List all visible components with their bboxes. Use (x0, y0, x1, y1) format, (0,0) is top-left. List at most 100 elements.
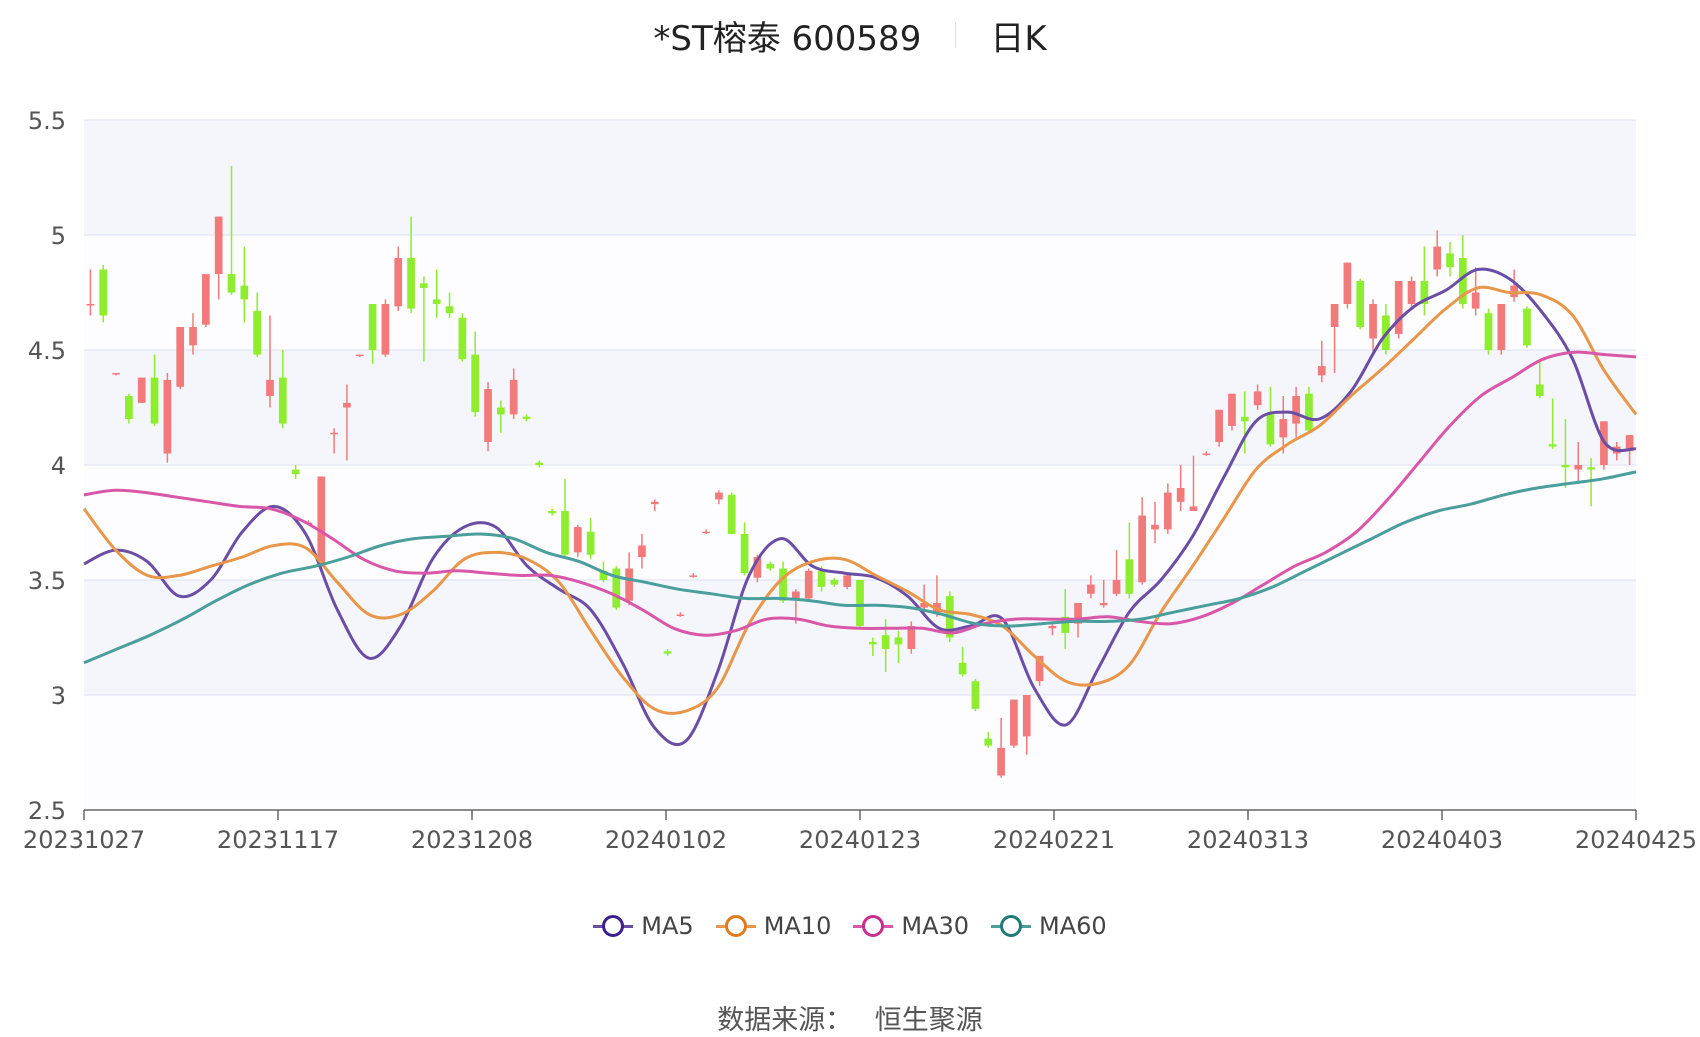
candle (227, 166, 236, 295)
candle-body (1010, 699, 1018, 746)
candle (1574, 442, 1583, 484)
x-tick-label: 20231117 (217, 826, 339, 854)
candle-body (86, 304, 95, 306)
legend-label: MA5 (641, 912, 694, 940)
candle (407, 216, 415, 314)
candle (176, 327, 185, 390)
candle (317, 476, 326, 569)
candle-body (1446, 253, 1454, 268)
candle (1228, 393, 1236, 431)
candle-body (1471, 292, 1480, 309)
ma-line-ma5 (83, 267, 1637, 747)
candle (689, 573, 698, 578)
candle-body (1074, 603, 1082, 624)
candle-body (330, 432, 338, 435)
candle (1138, 497, 1147, 585)
candle-body (189, 327, 197, 346)
candle-body (638, 545, 646, 557)
candle-body (984, 738, 993, 746)
candle-body (445, 306, 454, 314)
candle-body (881, 635, 890, 649)
candle-body (1484, 313, 1493, 350)
legend-item-ma60[interactable]: MA60 (991, 912, 1107, 940)
candle (1330, 304, 1339, 373)
candle (484, 382, 492, 452)
candle (1112, 550, 1121, 597)
y-tick-label: 3 (51, 682, 66, 710)
candle-body (355, 354, 364, 357)
candle-body (997, 747, 1005, 776)
x-tick-label: 20240313 (1187, 826, 1309, 854)
candle-body (278, 377, 287, 424)
candle-body (1535, 384, 1544, 396)
candle (1279, 396, 1288, 454)
candle (112, 373, 120, 376)
candle-body (573, 527, 582, 553)
candle-body (99, 269, 108, 316)
candle-body (343, 402, 351, 408)
candle-body (1587, 467, 1595, 470)
candle (1266, 386, 1275, 447)
candle (458, 313, 467, 362)
legend-marker-icon (715, 914, 756, 938)
x-tick-label: 20231027 (23, 826, 145, 854)
legend-item-ma30[interactable]: MA30 (853, 912, 969, 940)
candle-body (1394, 281, 1403, 334)
y-tick-label: 2.5 (28, 797, 66, 825)
x-tick-label: 20240102 (605, 826, 727, 854)
grid-lines (84, 119, 1636, 696)
candle-body (420, 283, 428, 288)
candle-body (163, 379, 172, 454)
source-value: 恒生聚源 (874, 1005, 983, 1036)
x-tick-label: 20240425 (1575, 826, 1697, 854)
ma-line-ma60 (83, 470, 1637, 665)
candle (702, 529, 710, 534)
candle-body (458, 317, 467, 360)
candle (573, 524, 582, 557)
candle-body (1240, 416, 1249, 422)
candle (650, 499, 659, 511)
candle-body (804, 570, 813, 599)
candle-body (650, 501, 659, 505)
candle-body (1061, 616, 1070, 633)
candle-body (779, 568, 787, 601)
candle (1151, 501, 1159, 544)
candle-body (1343, 262, 1352, 304)
legend-marker-icon (853, 914, 894, 938)
candle (766, 561, 775, 571)
candle-body (394, 258, 403, 307)
candle (779, 561, 787, 603)
candle-body (535, 462, 544, 465)
candle-body (1215, 409, 1223, 442)
candle (253, 292, 262, 357)
candle-body (1266, 414, 1275, 445)
candle-body (381, 304, 390, 355)
candle (843, 573, 852, 590)
candle (214, 216, 223, 300)
candle-body (1163, 492, 1172, 530)
candle-body (1176, 488, 1185, 502)
candle-body (1458, 258, 1467, 304)
candle-body (689, 575, 698, 577)
candle-body (894, 637, 903, 645)
candle-body (497, 407, 505, 415)
candle-body (868, 642, 877, 645)
candle-body (1420, 281, 1429, 304)
legend-label: MA10 (763, 912, 832, 940)
candle (368, 304, 377, 364)
candle (830, 577, 839, 587)
candle-body (1253, 391, 1262, 406)
candle-body (253, 310, 262, 355)
candle-body (599, 570, 608, 580)
candle (676, 612, 685, 617)
legend-item-ma5[interactable]: MA5 (593, 912, 694, 940)
candle (1240, 391, 1249, 454)
candle (420, 276, 428, 362)
legend-item-ma10[interactable]: MA10 (715, 912, 832, 940)
candle-body (1099, 603, 1108, 606)
candle (343, 384, 351, 461)
candle (1471, 267, 1480, 316)
candle (740, 522, 749, 576)
candle-body (214, 216, 223, 275)
